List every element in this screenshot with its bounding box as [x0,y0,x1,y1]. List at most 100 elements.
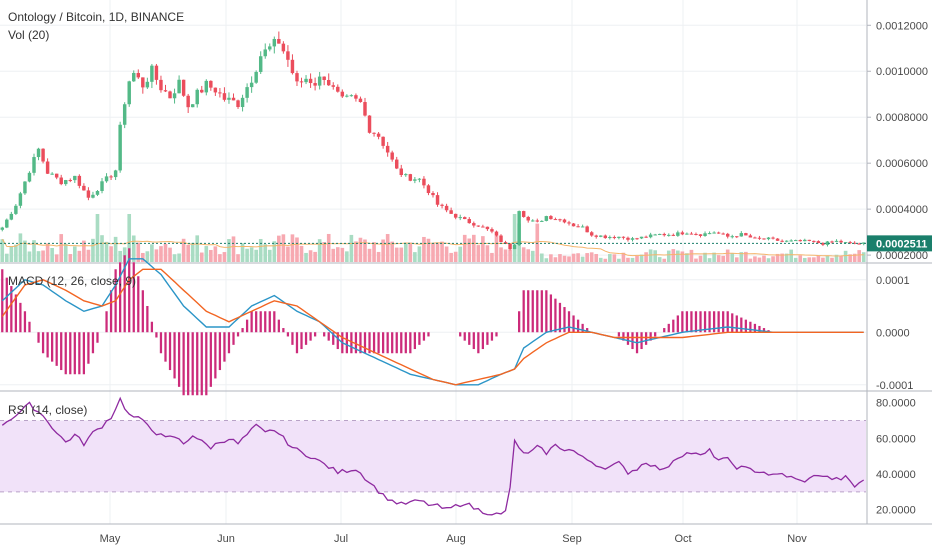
volume-bar [381,239,385,262]
candle-body [526,216,530,221]
volume-bar [458,246,463,262]
rsi-tick-label: 40.0000 [876,469,916,481]
candle-body [218,92,222,94]
candle-body [562,219,567,223]
macd-tick-label: 0.0000 [876,327,910,339]
candle-body [172,93,177,99]
volume-bar [231,236,236,262]
volume-bar [825,255,830,262]
volume-bar [168,247,172,262]
candle-body [594,235,598,237]
volume-bar [331,248,336,262]
candle-body [5,219,9,228]
volume-bar [762,255,766,262]
candle-body [494,231,499,236]
candle-body [757,237,762,239]
volume-bar [322,242,326,262]
volume-bar [734,257,739,262]
candle-body [358,98,363,103]
candle-body [372,132,376,134]
panel-labels: Ontology / Bitcoin, 1D, BINANCE Vol (20)… [8,10,184,417]
candle-body [422,178,426,186]
candle-body [685,233,689,235]
candle-body [150,65,154,82]
candle-body [834,240,839,242]
volume-bar [150,244,154,262]
candle-body [236,100,240,108]
candle-body [227,97,231,100]
volume-bar [567,256,571,262]
volume-bar [685,253,689,262]
last-price-marker: 0.0002511 [0,235,932,252]
volume-bar [32,240,36,262]
volume-bar [59,234,64,262]
volume-bar [394,247,399,262]
signal-line [1,268,864,386]
volume-bar [41,250,45,262]
volume-bar [63,243,68,262]
candle-body [209,80,213,88]
volume-bar [349,234,354,262]
candle-body [213,87,218,93]
candle-body [676,232,680,236]
volume-bar [589,252,594,262]
candle-body [290,59,295,74]
candle-body [367,115,372,133]
candle-body [0,227,4,230]
volume-bar [172,254,177,262]
candle-body [141,77,145,88]
candle-body [744,233,748,236]
volume-bar [744,251,748,262]
candle-body [345,95,349,97]
candle-body [825,241,830,245]
candle-body [177,79,181,94]
volume-bar [308,250,313,262]
candle-body [181,79,186,96]
candle-body [472,223,476,226]
volume-bar [249,247,254,262]
candle-body [50,173,54,175]
volume-bar [281,234,286,262]
volume-bar [857,250,862,262]
x-tick-label: Sep [562,533,582,545]
volume-bar [104,241,109,262]
candle-body [657,233,662,235]
candle-body [558,219,562,221]
candle-body [340,91,345,97]
volume-bar [159,246,163,262]
candle-body [580,226,585,228]
volume-bar [830,257,834,262]
volume-bar [725,249,730,262]
candle-body [59,177,63,185]
volume-bar [603,258,608,262]
candle-body [168,91,172,99]
candlestick-series [0,31,866,251]
volume-bar [843,250,848,262]
candle-body [23,181,27,194]
volume-bar [648,249,653,262]
volume-bar [666,250,671,262]
candle-body [599,235,603,237]
candle-body [662,233,666,236]
candle-body [793,240,798,242]
volume-bar [490,252,494,262]
volume-bar [771,256,775,262]
candle-body [444,205,449,211]
macd-tick-label: -0.0001 [876,380,913,392]
candle-body [435,195,440,205]
candle-body [222,93,227,100]
volume-bar [621,252,626,262]
volume-bar [82,240,86,262]
candle-body [281,43,286,52]
candle-body [136,72,141,78]
price-tick-label: 0.0010000 [876,66,928,78]
axis-labels: May Jun Jul Aug Sep Oct Nov 0.0012000 0.0010000 0… [100,20,928,545]
volume-bar [345,251,349,262]
volume-bar [462,234,467,262]
candle-body [821,243,825,245]
volume-bar [236,254,240,262]
candle-body [190,104,195,108]
volume-bar [485,245,490,262]
volume-bar [68,254,73,262]
candle-body [648,234,653,238]
